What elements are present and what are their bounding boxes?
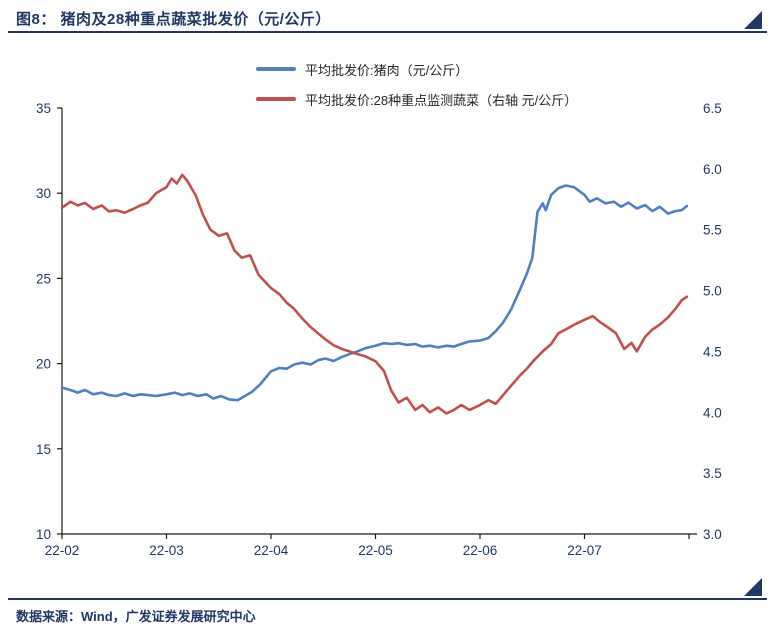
svg-text:22-06: 22-06 bbox=[463, 543, 498, 558]
svg-text:25: 25 bbox=[36, 271, 51, 286]
svg-text:4.5: 4.5 bbox=[703, 344, 722, 359]
svg-text:3.5: 3.5 bbox=[703, 466, 722, 481]
title-divider bbox=[8, 31, 767, 33]
svg-text:22-02: 22-02 bbox=[45, 543, 80, 558]
legend-label-vegetables: 平均批发价:28种重点监测蔬菜（右轴 元/公斤） bbox=[305, 92, 578, 108]
legend-item-vegetables: 平均批发价:28种重点监测蔬菜（右轴 元/公斤） bbox=[256, 86, 577, 112]
svg-text:5.5: 5.5 bbox=[703, 223, 722, 238]
legend-item-pork: 平均批发价:猪肉（元/公斤） bbox=[256, 56, 577, 82]
svg-text:22-07: 22-07 bbox=[567, 543, 602, 558]
svg-text:10: 10 bbox=[36, 527, 51, 542]
dual-axis-line-chart: 10 15 20 25 30 35 3.0 3.5 4.0 4.5 5.0 5.5 6.0 6.5 22-0… bbox=[36, 101, 722, 558]
data-source: 数据来源：Wind，广发证券发展研究中心 bbox=[16, 609, 256, 624]
corner-triangle-top-icon bbox=[744, 11, 762, 29]
svg-text:5.0: 5.0 bbox=[703, 284, 722, 299]
svg-text:22-04: 22-04 bbox=[254, 543, 289, 558]
footer-divider bbox=[8, 598, 767, 600]
pork-line-swatch bbox=[256, 67, 296, 71]
svg-text:3.0: 3.0 bbox=[703, 527, 722, 542]
legend-label-pork: 平均批发价:猪肉（元/公斤） bbox=[305, 62, 469, 78]
svg-text:35: 35 bbox=[36, 101, 51, 116]
svg-text:6.0: 6.0 bbox=[703, 162, 722, 177]
svg-text:20: 20 bbox=[36, 357, 51, 372]
svg-text:22-05: 22-05 bbox=[358, 543, 393, 558]
figure-title: 图8： 猪肉及28种重点蔬菜批发价（元/公斤） bbox=[16, 11, 331, 28]
chart-legend: 平均批发价:猪肉（元/公斤） 平均批发价:28种重点监测蔬菜（右轴 元/公斤） bbox=[256, 56, 577, 116]
svg-text:6.5: 6.5 bbox=[703, 101, 722, 116]
svg-text:4.0: 4.0 bbox=[703, 405, 722, 420]
svg-text:15: 15 bbox=[36, 442, 51, 457]
svg-text:30: 30 bbox=[36, 186, 51, 201]
vegetables-line-swatch bbox=[256, 97, 296, 101]
svg-text:22-03: 22-03 bbox=[149, 543, 184, 558]
